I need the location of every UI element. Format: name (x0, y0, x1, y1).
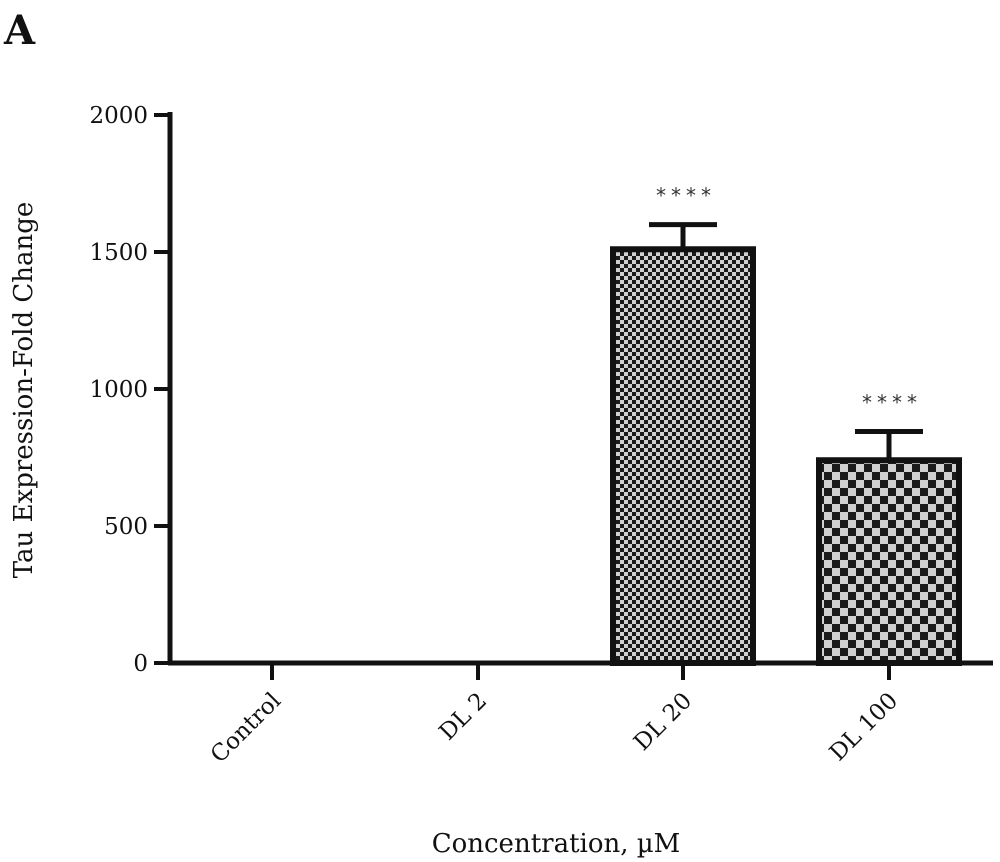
x-tick-label: DL 2 (434, 688, 492, 746)
y-tick-label: 0 (133, 651, 148, 677)
x-tick-label: Control (206, 688, 286, 768)
y-tick-label: 1000 (89, 377, 148, 403)
significance-marker: **** (862, 390, 922, 414)
bar-dl-20 (610, 246, 756, 666)
x-axis-ticks: Control DL 2 DL 20 DL 100 (206, 663, 903, 768)
x-tick-label: DL 20 (629, 688, 697, 756)
error-bars-group (649, 222, 923, 461)
y-tick-label: 2000 (89, 103, 148, 129)
significance-group: **** **** (656, 184, 922, 415)
bars-group (610, 246, 962, 666)
x-axis-title: Concentration, µM (432, 829, 681, 859)
bar-dl-100 (816, 457, 962, 666)
y-tick-label: 1500 (89, 240, 148, 266)
y-tick-label: 500 (104, 514, 148, 540)
x-tick-label: DL 100 (825, 688, 903, 766)
significance-marker: **** (656, 184, 716, 208)
panel-label: A (3, 7, 36, 54)
y-axis-ticks: 0 500 1000 1500 2000 (89, 103, 170, 677)
y-axis-title: Tau Expression-Fold Change (9, 202, 39, 579)
